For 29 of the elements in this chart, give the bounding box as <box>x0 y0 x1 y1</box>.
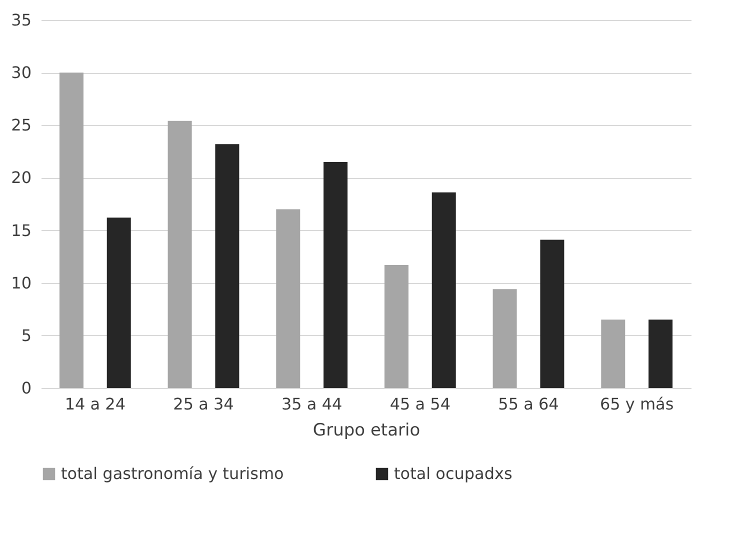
y-tick-label: 5 <box>21 326 32 345</box>
x-tick-label: 45 a 54 <box>390 394 451 414</box>
bar <box>432 192 456 388</box>
x-tick-label: 25 a 34 <box>173 394 234 414</box>
x-axis-title: Grupo etario <box>312 420 420 440</box>
x-tick-label: 55 a 64 <box>498 394 559 414</box>
bar <box>324 162 348 388</box>
bar <box>384 264 408 388</box>
x-tick-label: 14 a 24 <box>64 394 126 414</box>
x-tick-label: 35 a 44 <box>281 394 342 414</box>
bar <box>276 209 300 388</box>
y-tick-label: 15 <box>11 220 32 240</box>
y-tick-label: 10 <box>11 273 32 292</box>
bar <box>59 72 84 388</box>
legend-label: total gastronomía y turismo <box>61 464 284 483</box>
bar <box>215 144 240 388</box>
bar <box>648 320 673 388</box>
y-tick-label: 20 <box>11 168 32 188</box>
bar <box>168 120 192 388</box>
y-tick-label: 25 <box>11 116 32 135</box>
y-tick-label: 30 <box>11 63 32 82</box>
y-tick-label: 35 <box>11 10 32 30</box>
bar <box>601 320 626 388</box>
bar <box>492 289 517 388</box>
x-tick-label: 65 y más <box>600 394 674 414</box>
y-tick-label: 0 <box>21 378 32 398</box>
bar <box>540 240 564 388</box>
bar <box>106 218 131 388</box>
legend-label: total ocupadxs <box>394 464 512 483</box>
